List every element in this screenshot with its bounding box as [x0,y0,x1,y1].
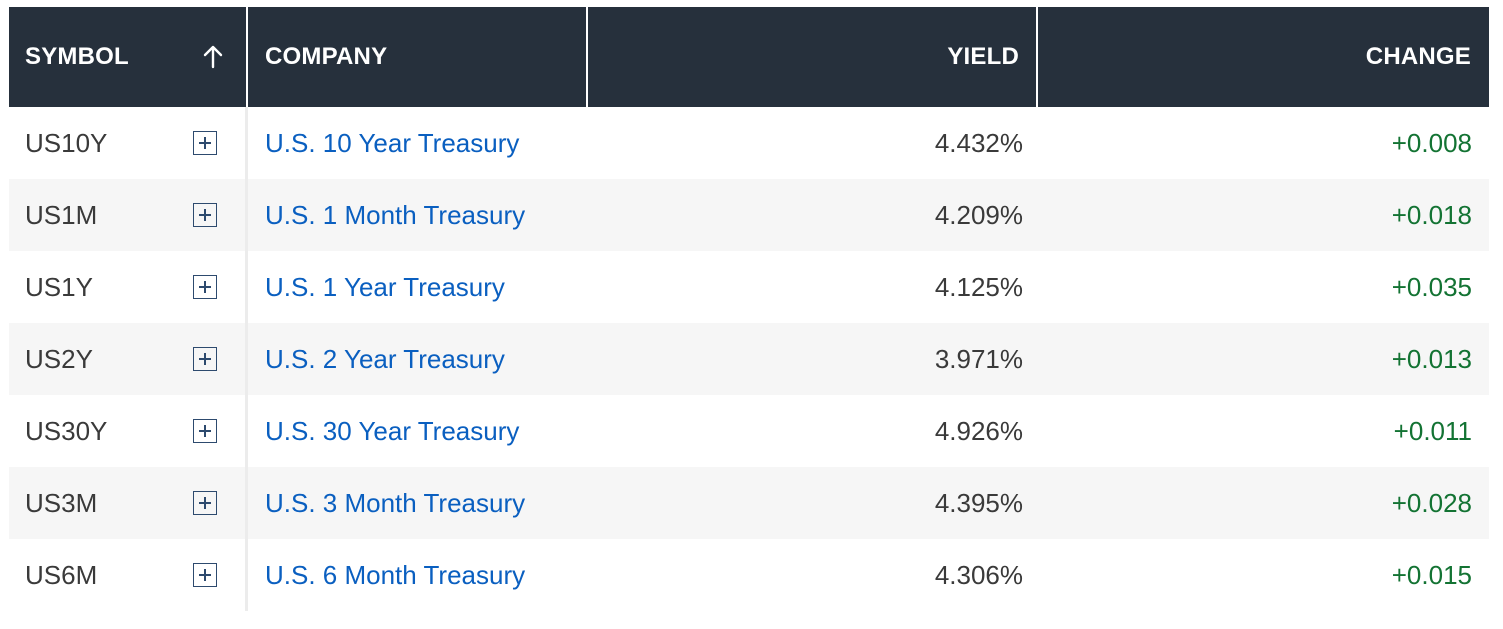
symbol-cell: US6M [9,539,248,611]
company-link[interactable]: U.S. 1 Year Treasury [265,271,505,302]
table-row: US30Y U.S. 30 Year Treasury 4.926% +0.01… [9,395,1489,467]
company-link[interactable]: U.S. 3 Month Treasury [265,487,526,518]
symbol-cell: US1Y [9,251,248,323]
column-header-company[interactable]: COMPANY [248,7,588,107]
company-link[interactable]: U.S. 30 Year Treasury [265,415,520,446]
symbol-cell: US2Y [9,323,248,395]
yield-value: 4.432% [934,127,1023,158]
plus-box-icon[interactable] [193,203,217,227]
table-row: US1M U.S. 1 Month Treasury 4.209% +0.018 [9,179,1489,251]
symbol-text: US30Y [25,415,108,446]
company-link[interactable]: U.S. 2 Year Treasury [265,343,505,374]
symbol-text: US1M [25,199,98,230]
yield-value: 4.306% [934,559,1023,590]
symbol-cell: US10Y [9,107,248,179]
column-header-symbol[interactable]: SYMBOL [9,7,248,107]
change-value: +0.011 [1393,415,1472,446]
symbol-cell: US3M [9,467,248,539]
yield-value: 3.971% [934,343,1023,374]
column-header-change-label: CHANGE [1365,43,1471,70]
change-value: +0.013 [1391,343,1472,374]
plus-box-icon[interactable] [193,347,217,371]
column-header-change[interactable]: CHANGE [1038,7,1489,107]
yield-value: 4.125% [934,271,1023,302]
table-row: US2Y U.S. 2 Year Treasury 3.971% +0.013 [9,323,1489,395]
table-row: US10Y U.S. 10 Year Treasury 4.432% +0.00… [9,107,1489,179]
table-row: US3M U.S. 3 Month Treasury 4.395% +0.028 [9,467,1489,539]
change-value: +0.008 [1391,127,1472,158]
change-value: +0.035 [1391,271,1472,302]
column-header-yield[interactable]: YIELD [588,7,1038,107]
yield-value: 4.926% [934,415,1023,446]
table-header: SYMBOL COMPANY YIELD CHANGE [9,7,1489,107]
change-value: +0.018 [1391,199,1472,230]
symbol-text: US2Y [25,343,93,374]
symbol-text: US1Y [25,271,93,302]
symbol-text: US6M [25,559,98,590]
company-link[interactable]: U.S. 10 Year Treasury [265,127,520,158]
plus-box-icon[interactable] [193,131,217,155]
symbol-cell: US30Y [9,395,248,467]
yield-value: 4.209% [934,199,1023,230]
change-value: +0.028 [1391,487,1472,518]
plus-box-icon[interactable] [193,563,217,587]
column-header-symbol-label: SYMBOL [25,43,129,70]
plus-box-icon[interactable] [193,275,217,299]
plus-box-icon[interactable] [193,419,217,443]
company-link[interactable]: U.S. 6 Month Treasury [265,559,526,590]
yield-value: 4.395% [934,487,1023,518]
arrow-up-icon[interactable] [200,44,226,70]
plus-box-icon[interactable] [193,491,217,515]
company-link[interactable]: U.S. 1 Month Treasury [265,199,526,230]
symbol-cell: US1M [9,179,248,251]
quotes-table: SYMBOL COMPANY YIELD CHANGE US10Y U.S. 1… [9,7,1489,611]
table-row: US1Y U.S. 1 Year Treasury 4.125% +0.035 [9,251,1489,323]
symbol-text: US3M [25,487,98,518]
change-value: +0.015 [1391,559,1472,590]
column-header-yield-label: YIELD [947,43,1019,70]
table-row: US6M U.S. 6 Month Treasury 4.306% +0.015 [9,539,1489,611]
symbol-text: US10Y [25,127,108,158]
column-header-company-label: COMPANY [265,43,388,70]
